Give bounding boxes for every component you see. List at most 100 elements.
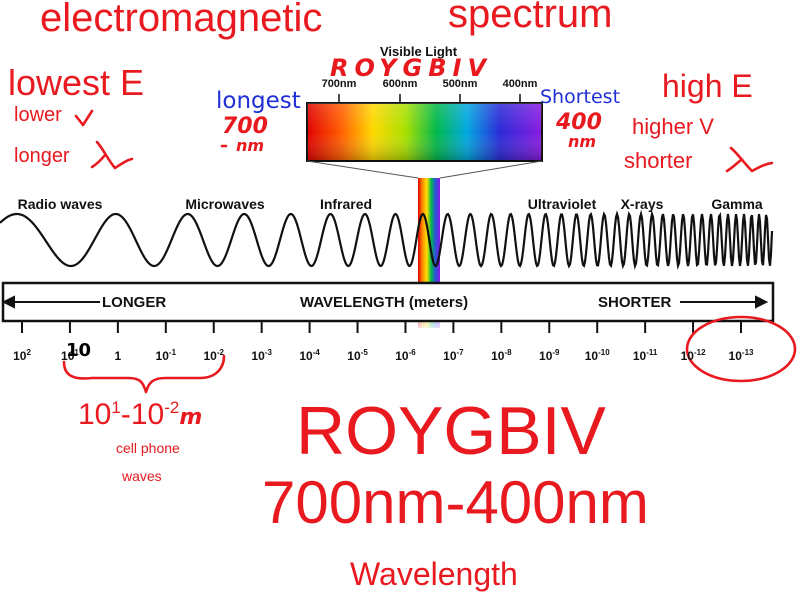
tick-exp-4: -2: [216, 348, 224, 357]
visible-label-2: 500nm: [442, 78, 478, 90]
tick-label-3: 10-1: [156, 348, 176, 363]
range-exp-2: -2: [164, 398, 180, 417]
nu-symbol-lower: [74, 109, 94, 127]
tick-base-13: 10: [632, 349, 647, 363]
cell-phone-note: cell phone: [116, 440, 180, 456]
annotation-strokes: [62, 109, 797, 394]
tick-exp-15: -13: [741, 348, 754, 357]
band-label-2: Infrared: [319, 196, 373, 212]
circled-ten-note: 10: [66, 340, 92, 361]
wavelength-bar: [1, 281, 775, 323]
tick-label-11: 10-9: [539, 348, 559, 363]
visible-funnel: [306, 160, 543, 179]
lambda-symbol-shorter: [725, 146, 774, 173]
tick-base-12: 10: [584, 349, 599, 363]
longest-700-note: 700: [222, 114, 268, 139]
tick-label-15: 10-13: [729, 348, 754, 363]
shortest-400-note: 400: [556, 110, 602, 135]
tick-exp-11: -9: [552, 348, 560, 357]
visible-label-3: 400nm: [502, 78, 538, 90]
roygbiv-big-note: ROYGBIV: [296, 393, 606, 469]
lowest-energy-note: lowest E: [8, 62, 145, 103]
tick-label-1: 101: [61, 348, 79, 363]
visible-scale-ticks: [338, 94, 521, 103]
range-dash: -: [120, 398, 131, 431]
tick-label-2: 1: [115, 348, 122, 363]
band-label-1: Microwaves: [185, 196, 265, 212]
tick-label-4: 10-2: [203, 348, 223, 363]
lambda-symbol-longer: [90, 140, 134, 170]
range-base-2: 10: [130, 398, 165, 431]
high-energy-note: high E: [662, 68, 753, 104]
bar-label-shorter: SHORTER: [598, 294, 672, 311]
tick-label-12: 10-10: [585, 348, 610, 363]
em-wave: [0, 209, 774, 271]
tick-label-0: 102: [13, 348, 31, 363]
tick-base-11: 10: [539, 349, 553, 363]
band-label-5: Gamma: [711, 196, 763, 212]
tick-label-8: 10-6: [395, 348, 415, 363]
tick-base-4: 10: [203, 349, 217, 363]
tick-label-14: 10-12: [681, 348, 706, 363]
tick-exp-3: -1: [168, 348, 177, 357]
title-electromagnetic: electromagnetic: [40, 0, 323, 40]
range-note: 101-10-2m: [78, 398, 202, 432]
tick-exp-13: -11: [646, 348, 658, 357]
lower-frequency-note: lower: [14, 104, 62, 126]
tick-exp-12: -10: [598, 348, 610, 357]
tick-base-14: 10: [680, 349, 694, 363]
title-spectrum: spectrum: [448, 0, 613, 36]
roygbiv-top-note: ROYGBIV: [330, 54, 493, 82]
tick-base-3: 10: [155, 349, 169, 363]
tick-exp-6: -4: [312, 348, 320, 357]
range-exp-1: 1: [111, 398, 121, 417]
tick-exp-7: -5: [360, 348, 368, 357]
band-label-0: Radio waves: [17, 196, 103, 212]
wavelength-note: Wavelength: [350, 556, 518, 592]
tick-exp-5: -3: [264, 348, 272, 357]
bar-label-longer: LONGER: [102, 294, 167, 311]
tick-base-0: 10: [13, 349, 27, 363]
range-unit: m: [179, 405, 203, 430]
band-label-3: Ultraviolet: [527, 196, 597, 212]
nm-range-note: 700nm-400nm: [262, 469, 649, 536]
shortest-nm-note: nm: [568, 132, 597, 151]
tick-label-7: 10-5: [347, 348, 367, 363]
brace-highlight: [62, 354, 226, 394]
higher-frequency-note: higher V: [632, 114, 714, 139]
tick-base-6: 10: [299, 349, 313, 363]
bar-label-wavelength: WAVELENGTH (meters): [300, 294, 469, 311]
longer-wavelength-note: longer: [14, 145, 70, 167]
tick-base-8: 10: [395, 349, 409, 363]
tick-base-7: 10: [347, 349, 361, 363]
circle-highlight: [685, 315, 797, 383]
tick-label-13: 10-11: [633, 348, 657, 363]
shorter-wavelength-note: shorter: [624, 148, 693, 173]
longest-nm-note: nm: [236, 136, 265, 155]
shortest-note: Shortest: [540, 86, 621, 108]
tick-base-1: 10: [61, 349, 75, 363]
visible-light-title: Visible Light: [380, 44, 458, 59]
tick-base-15: 10: [728, 349, 742, 363]
bar-arrows: [1, 295, 769, 309]
tick-exp-9: -7: [456, 348, 464, 357]
tick-label-5: 10-3: [251, 348, 271, 363]
tick-label-9: 10-7: [443, 348, 463, 363]
visible-label-0: 700nm: [321, 78, 357, 90]
range-base-1: 10: [78, 398, 112, 431]
longest-note: longest: [216, 88, 301, 114]
tick-exp-8: -6: [408, 348, 416, 357]
band-label-4: X-rays: [620, 196, 664, 212]
tick-base-9: 10: [443, 349, 457, 363]
tick-base-10: 10: [491, 349, 505, 363]
tick-exp-0: 2: [26, 348, 31, 357]
axis-ticks: [21, 321, 742, 333]
waves-note: waves: [122, 468, 162, 484]
tick-label-10: 10-8: [491, 348, 511, 363]
tick-exp-1: 1: [74, 348, 79, 357]
visible-label-1: 600nm: [382, 78, 418, 90]
tick-exp-14: -12: [693, 348, 706, 357]
tick-base-5: 10: [251, 349, 265, 363]
tick-label-6: 10-4: [299, 348, 319, 363]
